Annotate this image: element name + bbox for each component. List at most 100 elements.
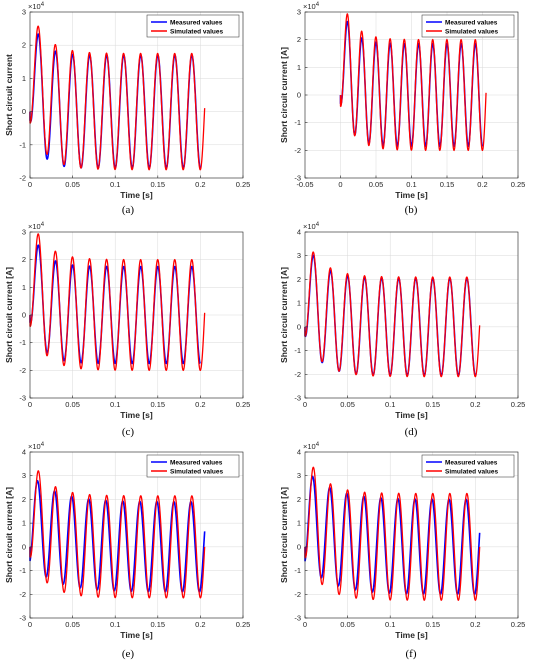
x-tick-label: 0 <box>28 180 32 189</box>
y-tick-label: -3 <box>294 174 301 183</box>
series-line-simulated <box>339 13 487 152</box>
legend-label-measured: Measured values <box>170 459 223 466</box>
x-tick-label: 0 <box>303 400 307 409</box>
chart-e: 0 0.05 0.1 0.15 0.2 0.25 -3 -2 -1 0 1 2 3 4×104 Time [… <box>4 442 251 640</box>
x-tick-label: 0.15 <box>150 620 165 629</box>
y-axis-label: Short circuit current [A] <box>279 267 289 363</box>
x-tick-label: 0.15 <box>150 180 165 189</box>
y-tick-label: 3 <box>297 8 301 17</box>
caption-e: (e) <box>121 648 135 660</box>
x-tick-label: 0.15 <box>425 620 440 629</box>
x-tick-label: 0 <box>28 400 32 409</box>
legend-box <box>421 454 515 478</box>
chart-a: 0 0.05 0.1 0.15 0.2 0.25 -2 -1 0 1 2 3×104 Time [s] S… <box>4 2 250 200</box>
y-tick-label: -2 <box>19 174 26 183</box>
y-tick-label: -1 <box>294 346 301 355</box>
legend-label-simulated: Simulated values <box>170 468 223 475</box>
y-tick-label: -2 <box>19 366 26 375</box>
caption-c: (c) <box>121 426 135 438</box>
series-line-simulated <box>29 470 206 599</box>
chart-panel-f: 0 0.05 0.1 0.15 0.2 0.25 -3 -2 -1 0 1 2 3 4 ×104 Time [… <box>275 440 550 645</box>
x-tick-label: 0.2 <box>195 180 205 189</box>
y-tick-label: -2 <box>19 590 26 599</box>
x-tick-label: 0.1 <box>110 400 120 409</box>
x-axis-label: Time [s] <box>395 190 428 200</box>
y-tick-label: 2 <box>22 495 26 504</box>
y-tick-label: 1 <box>297 519 301 528</box>
legend: Measured values Simulated values <box>146 454 240 478</box>
legend-label-simulated: Simulated values <box>445 468 498 475</box>
y-tick-label: -3 <box>294 394 301 403</box>
y-tick-label: 2 <box>297 275 301 284</box>
chart-panel-a: 0 0.05 0.1 0.15 0.2 0.25 -2 -1 0 1 2 3 ×104 Time [s] S… <box>0 0 275 205</box>
y-tick-label: 1 <box>22 519 26 528</box>
y-tick-label: 3 <box>22 228 26 237</box>
x-tick-label: 0.15 <box>440 180 455 189</box>
x-tick-label: 0.2 <box>195 400 205 409</box>
y-exponent-power: 4 <box>41 442 45 448</box>
x-tick-label: 0.2 <box>470 400 480 409</box>
x-tick-label: -0.05 <box>296 180 313 189</box>
y-axis-label: Short circuit current [A] <box>4 267 14 363</box>
x-tick-label: 0.05 <box>369 180 384 189</box>
y-tick-label: -1 <box>19 140 26 149</box>
y-axis-label: Short circuit current [A] <box>279 47 289 143</box>
legend-box <box>146 454 240 478</box>
x-tick-label: 0.1 <box>385 620 395 629</box>
x-tick-label: 0.1 <box>385 400 395 409</box>
y-exponent-power: 4 <box>316 222 320 228</box>
y-tick-label: -2 <box>294 590 301 599</box>
x-tick-label: 0.2 <box>195 620 205 629</box>
x-axis-label: Time [s] <box>395 410 428 420</box>
y-tick-label: 0 <box>22 542 26 551</box>
y-tick-label: 0 <box>297 542 301 551</box>
legend-box <box>421 14 515 38</box>
x-tick-label: 0.2 <box>470 620 480 629</box>
x-tick-label: 0.05 <box>65 180 80 189</box>
y-exponent-power: 4 <box>316 442 320 448</box>
x-tick-label: 0 <box>28 620 32 629</box>
axes-box <box>304 231 519 399</box>
legend-box <box>146 14 240 38</box>
y-tick-label: 1 <box>22 283 26 292</box>
y-tick-label: 4 <box>22 448 26 457</box>
legend-label-measured: Measured values <box>445 459 498 466</box>
y-tick-label: 2 <box>297 35 301 44</box>
caption-b: (b) <box>404 204 418 216</box>
y-tick-label: 3 <box>297 471 301 480</box>
series-line-simulated <box>304 466 481 602</box>
y-tick-label: 1 <box>297 63 301 72</box>
x-tick-label: 0.05 <box>65 400 80 409</box>
series-line-simulated <box>304 251 481 378</box>
y-tick-label: -3 <box>19 614 26 623</box>
y-exponent-label: ×104 <box>28 2 45 11</box>
x-tick-label: 0.15 <box>425 400 440 409</box>
y-tick-label: 0 <box>22 107 26 116</box>
series-line-measured <box>29 479 206 593</box>
x-axis-label: Time [s] <box>120 630 153 640</box>
y-tick-label: 1 <box>22 74 26 83</box>
y-tick-label: -2 <box>294 146 301 155</box>
y-exponent-power: 4 <box>41 2 45 8</box>
y-tick-label: 2 <box>22 41 26 50</box>
y-tick-label: -2 <box>294 370 301 379</box>
y-tick-label: -3 <box>294 614 301 623</box>
y-tick-label: 1 <box>297 299 301 308</box>
legend: Measured values Simulated values <box>146 14 240 38</box>
chart-panel-b: -0.05 0 0.05 0.1 0.15 0.2 0.25 -3 -2 -1 0 1 2 3 ×104 Ti… <box>275 0 550 205</box>
x-tick-label: 0.25 <box>236 620 251 629</box>
x-tick-label: 0.1 <box>110 180 120 189</box>
axes-box <box>304 451 519 619</box>
y-tick-label: 4 <box>297 448 301 457</box>
legend-label-measured: Measured values <box>170 19 223 26</box>
y-tick-label: 3 <box>22 8 26 17</box>
y-axis-label: Short circuit current [A] <box>4 487 14 583</box>
series-line-simulated <box>29 25 206 171</box>
y-tick-label: 0 <box>297 322 301 331</box>
series-line-simulated <box>29 233 206 372</box>
x-tick-label: 0.25 <box>511 180 526 189</box>
x-axis-label: Time [s] <box>120 410 153 420</box>
legend: Measured values Simulated values <box>421 14 515 38</box>
legend-label-measured: Measured values <box>445 19 498 26</box>
